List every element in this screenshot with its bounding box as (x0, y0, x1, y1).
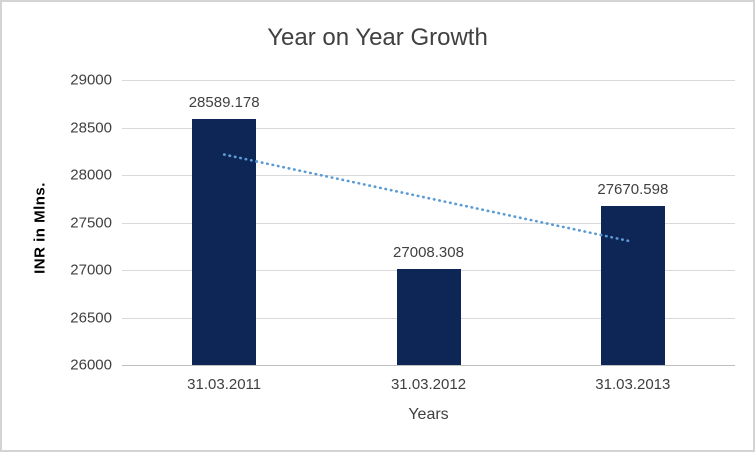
x-axis-line (122, 365, 735, 366)
y-tick-label: 28500 (70, 119, 112, 136)
x-tick-label: 31.03.2011 (187, 376, 262, 393)
y-tick-label: 26500 (70, 309, 112, 326)
trendline (222, 153, 635, 244)
y-tick-label: 29000 (70, 71, 112, 89)
bar-value-label: 28589.178 (188, 94, 260, 112)
y-tick-label: 27000 (70, 261, 112, 279)
bar-31.03.2013 (600, 206, 665, 365)
bar-value-label: 27008.308 (393, 244, 464, 262)
bar-value-label: 27670.598 (597, 181, 669, 199)
x-axis-title: Years (408, 406, 449, 423)
y-tick-label: 27500 (70, 214, 112, 231)
x-tick-label: 31.03.2012 (390, 376, 467, 393)
chart-title: Year on Year Growth (267, 24, 488, 51)
gridline (122, 80, 735, 81)
y-tick-label: 28000 (70, 166, 112, 184)
bar-31.03.2012 (396, 269, 461, 365)
gridline (122, 127, 735, 129)
bar-31.03.2011 (192, 119, 257, 365)
y-axis-title: INR in Mlns. (31, 182, 49, 274)
x-tick-label: 31.03.2013 (595, 376, 671, 393)
y-tick-label: 26000 (70, 356, 112, 374)
